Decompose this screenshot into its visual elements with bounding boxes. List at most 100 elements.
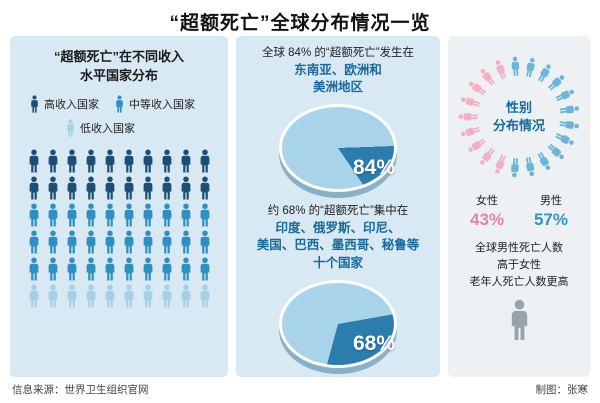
- gender-labels-row: 女性 43% 男性 57%: [454, 192, 584, 230]
- gender-distribution-panel: 性别 分布情况 女性 43% 男性 57% 全球男性死亡人数 高于女性 老年人死…: [448, 36, 590, 377]
- countries-text-block: 约 68% 的“超额死亡”集中在 印度、俄罗斯、印尼、 美国、巴西、墨西哥、秘鲁…: [242, 204, 434, 272]
- regions-highlight-line-1: 东南亚、欧洲和: [294, 62, 382, 77]
- male-stat: 男性 57%: [534, 192, 568, 230]
- legend-row-2: 低收入国家: [22, 119, 216, 137]
- female-person-icon: [458, 112, 478, 122]
- person-icon: [28, 230, 40, 254]
- countries-highlight-line-1: 印度、俄罗斯、印尼、: [275, 221, 401, 236]
- regions-pie-chart: 84%: [279, 104, 397, 193]
- income-panel-title: “超额死亡”在不同收入 水平国家分布: [22, 48, 216, 86]
- person-icon: [142, 257, 154, 281]
- elderly-person-icon: [509, 299, 530, 341]
- gender-note: 全球男性死亡人数 高于女性 老年人死亡人数更高: [454, 240, 584, 291]
- gender-note-line-1: 全球男性死亡人数: [475, 242, 563, 254]
- person-icon: [66, 176, 78, 200]
- person-icon: [142, 149, 154, 173]
- person-icon: [85, 149, 97, 173]
- legend-item-high-income: 高收入国家: [30, 95, 99, 113]
- male-person-icon: [510, 56, 521, 77]
- person-icon: [66, 257, 78, 281]
- person-icon: [85, 203, 97, 227]
- person-icon: [28, 284, 40, 308]
- countries-highlight-line-3: 十个国家: [312, 255, 363, 270]
- gender-ring-center-title: 性别 分布情况: [456, 54, 582, 180]
- female-stat: 女性 43%: [470, 192, 504, 230]
- person-icon: [66, 203, 78, 227]
- person-icon: [104, 230, 116, 254]
- legend-label-high-income: 高收入国家: [44, 98, 99, 111]
- pictogram-row: [22, 176, 216, 200]
- person-icon: [66, 230, 78, 254]
- person-icon: [199, 257, 211, 281]
- income-pictogram-grid: [22, 149, 216, 308]
- person-icon: [180, 230, 192, 254]
- person-icon: [142, 176, 154, 200]
- high-income-person-icon: [30, 95, 39, 113]
- person-icon: [47, 203, 59, 227]
- person-icon: [47, 149, 59, 173]
- person-icon: [104, 284, 116, 308]
- person-icon: [180, 203, 192, 227]
- footer: 信息来源：世界卫生组织官网 制图：张寒: [12, 382, 588, 397]
- regions-pie: [279, 104, 397, 193]
- male-label: 男性: [539, 195, 562, 207]
- pictogram-row: [22, 149, 216, 173]
- countries-highlight-line-2: 美国、巴西、墨西哥、秘鲁等: [256, 238, 420, 253]
- regions-text-block: 全球 84% 的“超额死亡”发生在 东南亚、欧洲和 美洲地区: [242, 46, 434, 96]
- person-icon: [47, 176, 59, 200]
- income-panel-title-line-2: 水平国家分布: [79, 67, 158, 83]
- person-icon: [85, 230, 97, 254]
- person-icon: [104, 257, 116, 281]
- middle-income-person-icon: [115, 95, 124, 113]
- person-icon: [199, 176, 211, 200]
- person-icon: [104, 203, 116, 227]
- legend-row-1: 高收入国家 中等收入国家: [22, 95, 216, 113]
- person-icon: [161, 176, 173, 200]
- person-icon: [66, 149, 78, 173]
- source-note: 信息来源：世界卫生组织官网: [12, 384, 149, 396]
- person-icon: [161, 230, 173, 254]
- person-icon: [142, 230, 154, 254]
- person-icon: [161, 203, 173, 227]
- countries-pie: [279, 279, 397, 368]
- regions-intro: 全球 84% 的“超额死亡”发生在: [261, 47, 415, 59]
- credit-note: 制图：张寒: [535, 384, 589, 396]
- panels-container: “超额死亡”在不同收入 水平国家分布 高收入国家 中等收入国家: [10, 36, 590, 377]
- person-icon: [199, 284, 211, 308]
- person-icon: [47, 257, 59, 281]
- regions-pie-label: 84%: [352, 156, 395, 180]
- legend-item-low-income: 低收入国家: [66, 119, 135, 137]
- low-income-person-icon: [66, 119, 75, 137]
- person-icon: [123, 176, 135, 200]
- legend-label-low-income: 低收入国家: [80, 122, 135, 135]
- person-icon: [85, 284, 97, 308]
- female-percent: 43%: [470, 210, 505, 229]
- person-icon: [199, 149, 211, 173]
- gender-ring-chart: 性别 分布情况: [456, 54, 582, 180]
- person-icon: [28, 203, 40, 227]
- income-panel-title-line-1: “超额死亡”在不同收入: [53, 49, 184, 64]
- person-icon: [104, 176, 116, 200]
- regions-countries-panel: 全球 84% 的“超额死亡”发生在 东南亚、欧洲和 美洲地区 84% 约 68%…: [236, 36, 440, 377]
- gender-title-line-2: 分布情况: [492, 118, 545, 133]
- gender-note-line-2: 高于女性: [497, 259, 541, 272]
- person-icon: [142, 203, 154, 227]
- male-percent: 57%: [533, 210, 568, 229]
- person-icon: [180, 257, 192, 281]
- pictogram-row: [22, 203, 216, 227]
- person-icon: [161, 284, 173, 308]
- person-icon: [28, 257, 40, 281]
- page-title: “超额死亡”全球分布情况一览: [169, 13, 431, 34]
- person-icon: [142, 284, 154, 308]
- person-icon: [66, 284, 78, 308]
- person-icon: [123, 284, 135, 308]
- person-icon: [123, 149, 135, 173]
- person-icon: [47, 230, 59, 254]
- regions-highlight-line-2: 美洲地区: [312, 80, 363, 95]
- person-icon: [123, 203, 135, 227]
- pictogram-row: [22, 257, 216, 281]
- legend-label-middle-income: 中等收入国家: [129, 98, 195, 111]
- person-icon: [180, 176, 192, 200]
- pictogram-row: [22, 230, 216, 254]
